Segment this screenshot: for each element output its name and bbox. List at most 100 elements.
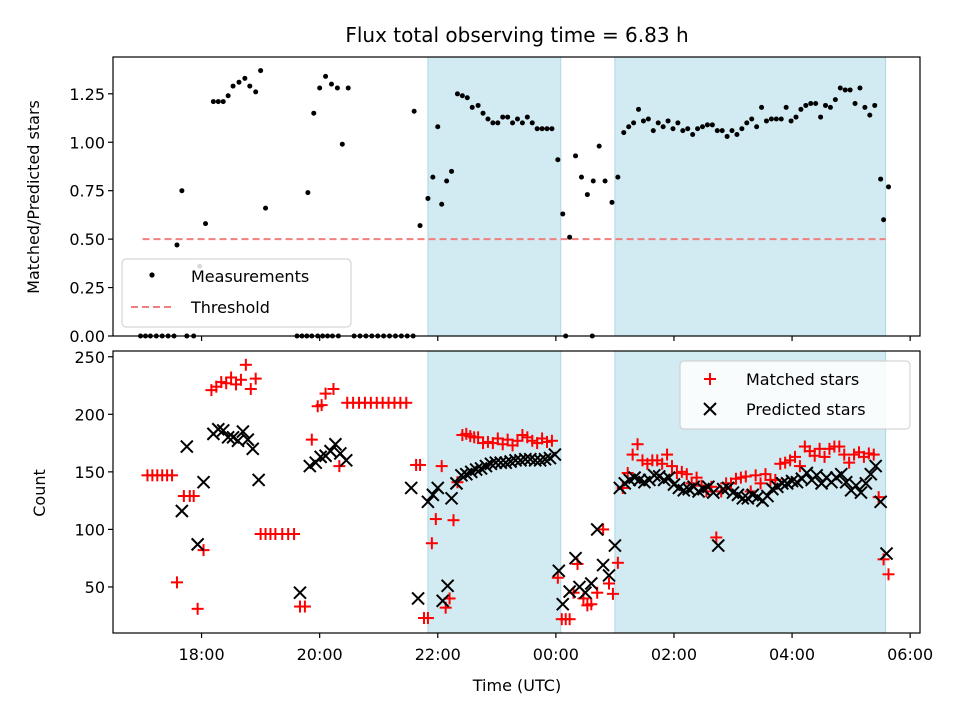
predicted-stars-point bbox=[584, 576, 599, 591]
measurement-point bbox=[744, 120, 750, 126]
predicted-stars-point bbox=[590, 522, 604, 537]
measurement-point bbox=[258, 68, 264, 74]
predicted-stars-point bbox=[602, 568, 616, 583]
bottom-xtick-label: 02:00 bbox=[651, 645, 697, 664]
top-shaded-interval-1 bbox=[427, 56, 562, 337]
measurement-point bbox=[469, 104, 475, 110]
measurement-point bbox=[778, 116, 784, 122]
predicted-stars-point bbox=[313, 450, 328, 464]
measurement-point bbox=[510, 120, 516, 126]
measurement-point bbox=[881, 217, 887, 223]
matched-stars-point bbox=[833, 440, 846, 453]
measurement-point bbox=[872, 102, 878, 108]
measurement-point bbox=[263, 205, 269, 211]
top-legend-label-measurements: Measurements bbox=[191, 267, 309, 286]
measurement-point bbox=[621, 130, 627, 136]
measurement-point bbox=[590, 178, 596, 184]
matched-stars-point bbox=[793, 460, 806, 473]
predicted-stars-point bbox=[608, 538, 622, 553]
matched-stars-point bbox=[631, 438, 644, 451]
matched-stars-point bbox=[239, 358, 252, 371]
measurement-point bbox=[626, 124, 632, 130]
predicted-stars-point bbox=[431, 481, 445, 495]
predicted-stars-point bbox=[859, 476, 873, 491]
matched-stars-point bbox=[606, 587, 619, 600]
matched-stars-point bbox=[882, 568, 895, 581]
predicted-stars-point bbox=[180, 439, 194, 454]
measurement-point bbox=[444, 178, 450, 184]
measurement-point bbox=[734, 132, 740, 137]
measurement-point bbox=[485, 116, 491, 122]
measurement-point bbox=[230, 83, 236, 89]
predicted-stars-point bbox=[578, 586, 593, 600]
measurement-point bbox=[549, 126, 555, 132]
measurement-point bbox=[449, 168, 455, 174]
matched-stars-point bbox=[665, 460, 678, 473]
measurement-point bbox=[225, 93, 231, 99]
measurement-point bbox=[886, 184, 892, 190]
matched-stars-point bbox=[319, 387, 332, 400]
matched-stars-point bbox=[327, 382, 340, 395]
measurement-point bbox=[832, 97, 838, 103]
matched-stars-point bbox=[710, 531, 723, 544]
matched-stars-point bbox=[288, 528, 301, 541]
measurement-point bbox=[793, 114, 799, 120]
measurement-point bbox=[680, 128, 686, 134]
predicted-stars-point bbox=[854, 485, 868, 500]
measurement-point bbox=[334, 85, 340, 91]
measurement-point bbox=[475, 102, 481, 108]
measurement-point bbox=[596, 143, 602, 149]
measurement-point bbox=[430, 174, 436, 180]
predicted-stars-point bbox=[839, 475, 853, 489]
predicted-stars-point bbox=[251, 473, 266, 487]
measurement-point bbox=[675, 120, 681, 126]
measurement-point bbox=[636, 106, 642, 112]
measurement-point bbox=[339, 141, 345, 147]
predicted-stars-point bbox=[556, 597, 570, 611]
measurement-point bbox=[253, 89, 259, 95]
predicted-stars-point bbox=[533, 453, 547, 468]
measurement-point bbox=[862, 104, 868, 110]
matched-stars-point bbox=[244, 382, 257, 395]
measurement-point bbox=[759, 104, 765, 110]
measurement-point bbox=[783, 104, 789, 110]
bottom-panel-star-points bbox=[141, 358, 895, 626]
predicted-stars-point bbox=[246, 442, 260, 456]
predicted-stars-point bbox=[175, 504, 189, 518]
measurement-point bbox=[578, 174, 584, 180]
measurement-point bbox=[220, 99, 226, 105]
measurement-point bbox=[739, 126, 745, 132]
measurement-point bbox=[514, 116, 520, 122]
matched-stars-point bbox=[690, 471, 703, 484]
bottom-ytick-label: 150 bbox=[74, 463, 105, 482]
measurement-point bbox=[609, 199, 615, 205]
matched-stars-point bbox=[818, 450, 831, 463]
predicted-stars-point bbox=[404, 481, 418, 495]
measurement-point bbox=[411, 108, 417, 114]
measurement-point bbox=[519, 120, 525, 126]
matched-stars-point bbox=[867, 448, 880, 461]
predicted-stars-point bbox=[568, 551, 583, 565]
measurement-point bbox=[670, 126, 676, 132]
matched-stars-point bbox=[234, 373, 247, 386]
measurement-point bbox=[803, 102, 809, 108]
measurement-point bbox=[724, 133, 730, 139]
matched-stars-point bbox=[298, 600, 311, 613]
matched-stars-point bbox=[429, 513, 442, 526]
measurement-point bbox=[203, 221, 209, 227]
matched-stars-point bbox=[551, 571, 564, 584]
measurement-point bbox=[328, 81, 334, 87]
measurement-point bbox=[665, 118, 671, 124]
measurement-point bbox=[584, 192, 590, 198]
measurement-point bbox=[529, 120, 535, 126]
predicted-stars-point bbox=[421, 495, 435, 509]
predicted-stars-point bbox=[562, 584, 577, 599]
predicted-stars-point bbox=[339, 453, 353, 468]
bottom-legend-marker-matched bbox=[704, 373, 716, 385]
measurement-point bbox=[464, 95, 470, 101]
measurement-point bbox=[555, 157, 561, 163]
measurement-point bbox=[539, 126, 545, 132]
bottom-xtick-label: 18:00 bbox=[179, 645, 225, 664]
predicted-stars-point bbox=[435, 594, 450, 608]
